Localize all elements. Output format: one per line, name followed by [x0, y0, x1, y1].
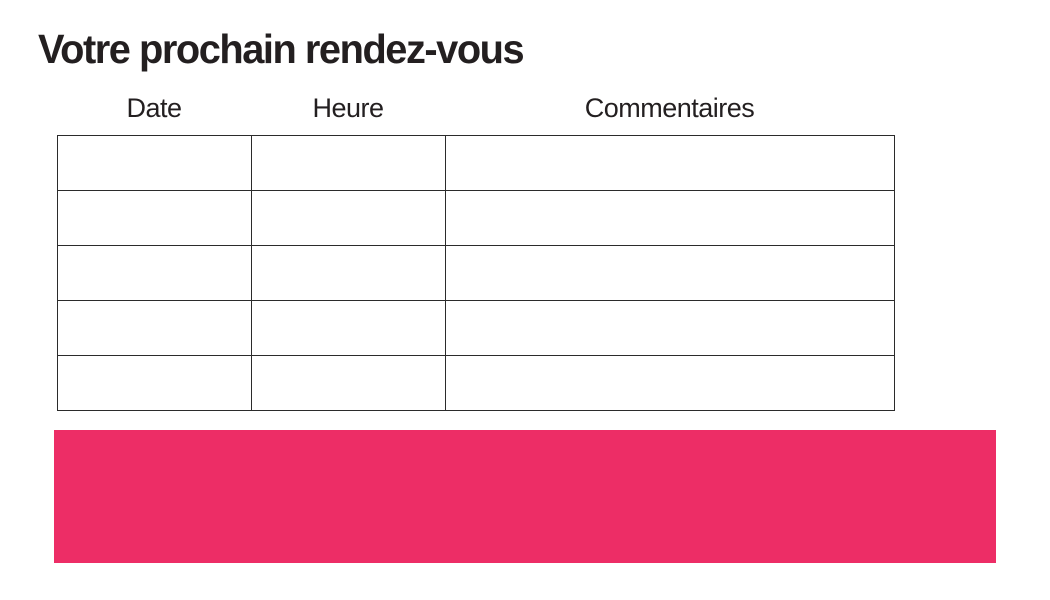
- table-row: [57, 190, 895, 246]
- pink-banner: [54, 430, 996, 563]
- table-cell: [445, 135, 895, 191]
- table-cell: [445, 355, 895, 411]
- table-cell: [57, 245, 252, 301]
- table-cell: [251, 245, 446, 301]
- table-row: [57, 135, 895, 191]
- table-cell: [57, 135, 252, 191]
- table-row: [57, 300, 895, 356]
- table-cell: [445, 190, 895, 246]
- table-column-headers: Date Heure Commentaires: [57, 92, 894, 124]
- table-cell: [251, 135, 446, 191]
- table-cell: [57, 190, 252, 246]
- table-cell: [57, 355, 252, 411]
- table-cell: [445, 300, 895, 356]
- table-cell: [251, 300, 446, 356]
- appointments-table: [57, 135, 895, 411]
- table-cell: [57, 300, 252, 356]
- table-cell: [251, 355, 446, 411]
- table-cell: [251, 190, 446, 246]
- table-cell: [445, 245, 895, 301]
- table-row: [57, 245, 895, 301]
- column-header-commentaires: Commentaires: [584, 93, 755, 123]
- column-header-heure: Heure: [312, 93, 384, 123]
- table-row: [57, 355, 895, 411]
- appointments-table-body: [57, 135, 895, 411]
- page-title: Votre prochain rendez-vous: [38, 26, 525, 72]
- column-header-date: Date: [126, 93, 182, 123]
